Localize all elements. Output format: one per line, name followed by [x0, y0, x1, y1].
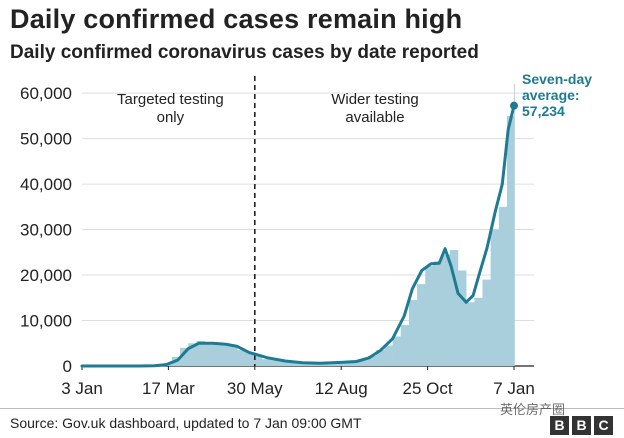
daily-case-bar [392, 336, 402, 366]
daily-case-bar [351, 360, 361, 366]
daily-case-bar [368, 355, 377, 366]
y-tick-label: 40,000 [20, 175, 72, 194]
daily-case-bar [441, 254, 451, 366]
seven-day-average-endpoint [510, 101, 518, 110]
x-tick-label: 3 Jan [61, 379, 103, 398]
cases-chart: 0 10,000 20,000 30,000 40,000 50,000 60,000 3 … [20, 71, 592, 398]
bbc-logo-letter: B [572, 416, 591, 435]
daily-case-bar [269, 360, 279, 366]
daily-case-bar [474, 297, 483, 366]
daily-case-bar [196, 340, 205, 366]
annotation-label-line-2: average: [522, 87, 580, 103]
annotation-label-line-1: Seven-day [522, 71, 592, 87]
daily-case-bar [180, 347, 189, 366]
bbc-logo-letter: B [550, 416, 569, 435]
y-tick-label: 20,000 [20, 266, 72, 285]
chart-title: Daily confirmed cases remain high [10, 4, 463, 34]
annotation-value: 57,234 [522, 103, 565, 119]
daily-case-bar [498, 206, 508, 366]
seven-day-average-line [80, 104, 516, 368]
daily-case-bar [220, 343, 230, 366]
region-label-targeted-line-1: Targeted testing [117, 91, 224, 108]
daily-case-bars [147, 84, 515, 366]
daily-case-bar [376, 350, 385, 366]
daily-case-bar [302, 363, 312, 366]
daily-case-bar [261, 359, 271, 366]
daily-case-bar [278, 360, 287, 366]
daily-case-bar [245, 352, 254, 366]
y-tick-label: 50,000 [20, 130, 72, 149]
x-tick-label: 17 Mar [142, 379, 195, 398]
daily-case-bar [400, 325, 410, 366]
daily-case-bar [457, 270, 467, 366]
daily-case-bar [417, 284, 426, 366]
source-note: Source: Gov.uk dashboard, updated to 7 J… [10, 415, 362, 431]
y-tick-label: 60,000 [20, 84, 72, 103]
footer-divider [0, 408, 624, 409]
daily-case-bar [229, 345, 238, 366]
daily-case-bar [449, 250, 459, 366]
daily-case-bar [433, 261, 442, 366]
x-tick-label: 7 Jan [493, 379, 535, 398]
daily-case-bar [490, 229, 500, 366]
daily-case-bar [188, 343, 197, 366]
daily-case-bar [482, 279, 491, 366]
x-tick-label: 12 Aug [315, 379, 368, 398]
region-label-wider-line-1: Wider testing [331, 91, 419, 108]
x-tick-label: 25 Oct [403, 379, 453, 398]
watermark: 英伦房产圈 [500, 402, 566, 417]
daily-case-bar [384, 345, 393, 366]
bbc-logo: B B C [550, 416, 613, 435]
x-tick-label: 30 May [227, 379, 283, 398]
region-label-wider-line-2: available [345, 109, 404, 126]
y-tick-label: 0 [63, 357, 72, 376]
chart-subtitle: Daily confirmed coronavirus cases by dat… [10, 42, 479, 63]
daily-case-bar [286, 361, 295, 366]
daily-case-bar [408, 300, 418, 366]
y-axis-labels: 0 10,000 20,000 30,000 40,000 50,000 60,000 [20, 84, 72, 376]
y-tick-label: 10,000 [20, 312, 72, 331]
x-axis-labels: 3 Jan 17 Mar 30 May 12 Aug 25 Oct 7 Jan [61, 366, 535, 398]
y-tick-label: 30,000 [20, 221, 72, 240]
region-label-targeted-line-2: only [157, 109, 185, 126]
daily-case-bar [425, 265, 434, 366]
daily-case-bar [253, 354, 263, 366]
daily-case-bar [237, 350, 246, 366]
daily-case-bar [359, 359, 369, 366]
daily-case-bar [204, 343, 214, 366]
daily-case-bar [514, 84, 515, 366]
daily-case-bar [506, 115, 515, 366]
daily-case-bar [212, 344, 222, 366]
daily-case-bar [294, 362, 303, 366]
daily-case-bar [343, 361, 353, 366]
bbc-logo-letter: C [594, 416, 613, 435]
daily-case-bar [466, 302, 475, 366]
